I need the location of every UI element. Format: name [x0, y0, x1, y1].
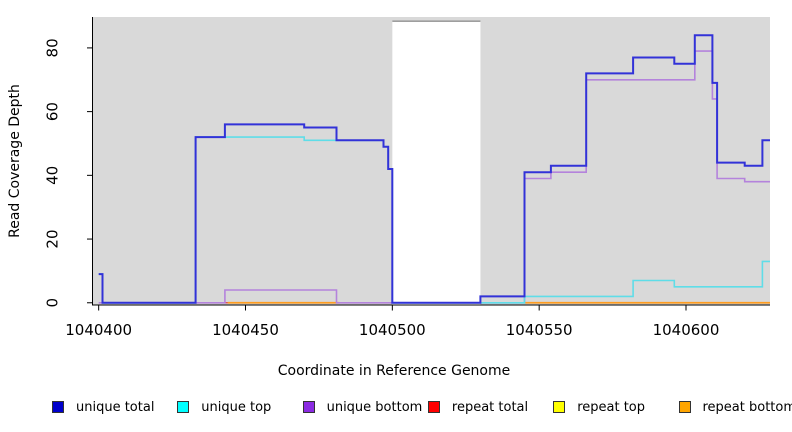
y-tick-label: 0 — [44, 298, 62, 308]
x-tick-label: 1040400 — [65, 321, 132, 339]
axis-lines — [92, 17, 770, 306]
x-tick-label: 1040450 — [212, 321, 279, 339]
legend-swatch — [52, 401, 64, 413]
legend-item-repeat-bottom: repeat bottom — [678, 399, 792, 415]
series-lines — [98, 34, 770, 304]
y-axis-title: Read Coverage Depth — [7, 84, 23, 238]
legend-item-unique-total: unique total — [52, 399, 154, 415]
x-axis-title: Coordinate in Reference Genome — [278, 363, 511, 379]
y-tick-label: 60 — [44, 102, 62, 121]
series-line-unique-total — [98, 34, 770, 304]
y-tick-label: 20 — [44, 230, 62, 249]
legend-item-unique-top: unique top — [177, 399, 271, 415]
legend-label: repeat total — [451, 399, 529, 415]
axes: 1040400 1040450 1040500 1040550 1040600 0 20 40… — [44, 17, 770, 339]
legend-item-repeat-top: repeat top — [553, 399, 645, 415]
x-tick-label: 1040600 — [653, 321, 720, 339]
legend-item-repeat-total: repeat total — [427, 399, 529, 415]
x-tick-label: 1040550 — [506, 321, 573, 339]
x-tick-label: 1040500 — [359, 321, 426, 339]
plot-background — [92, 17, 770, 305]
legend-swatch — [177, 401, 190, 413]
y-tick-label: 80 — [44, 38, 62, 57]
legend-label: unique top — [201, 399, 272, 415]
gap-white-region — [392, 21, 481, 305]
legend-item-unique-bottom: unique bottom — [302, 399, 423, 415]
y-tick-label: 40 — [44, 166, 62, 185]
legend-label: repeat top — [577, 399, 645, 415]
legend: unique total unique top unique bottom repea… — [0, 399, 792, 419]
legend-swatch — [427, 401, 440, 413]
legend-label: repeat bottom — [702, 399, 792, 415]
legend-label: unique bottom — [326, 399, 423, 415]
legend-swatch — [302, 401, 315, 413]
legend-label: unique total — [76, 399, 155, 415]
legend-swatch — [678, 401, 691, 413]
legend-swatch — [553, 401, 566, 413]
